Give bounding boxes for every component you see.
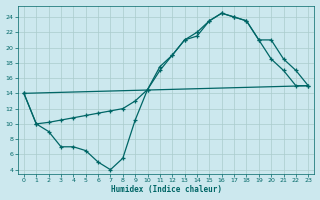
X-axis label: Humidex (Indice chaleur): Humidex (Indice chaleur)	[111, 185, 221, 194]
